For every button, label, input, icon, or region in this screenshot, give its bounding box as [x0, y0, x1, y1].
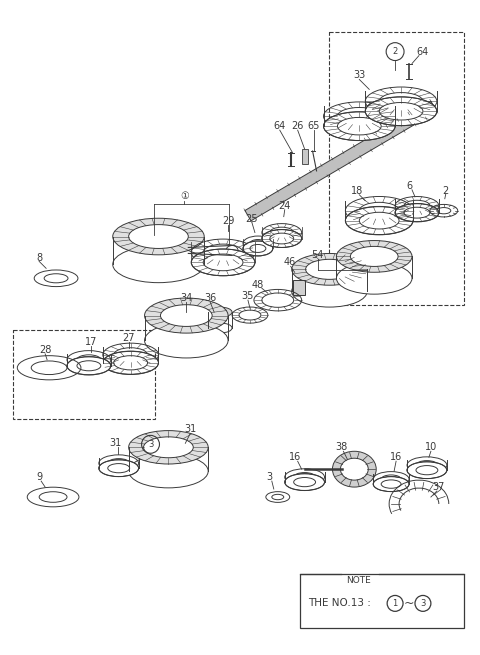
Ellipse shape	[160, 305, 212, 326]
Text: 10: 10	[425, 442, 437, 453]
Text: 64: 64	[417, 47, 429, 56]
Text: 29: 29	[222, 215, 234, 225]
Ellipse shape	[346, 207, 413, 234]
Ellipse shape	[395, 204, 439, 221]
Ellipse shape	[113, 246, 204, 283]
Text: 1: 1	[393, 599, 398, 608]
Polygon shape	[245, 101, 437, 221]
Ellipse shape	[340, 458, 368, 480]
Text: 31: 31	[184, 424, 196, 434]
Ellipse shape	[262, 229, 301, 248]
Text: 48: 48	[252, 280, 264, 290]
Ellipse shape	[226, 246, 238, 255]
Text: 36: 36	[204, 293, 216, 303]
Ellipse shape	[192, 249, 255, 276]
Text: 46: 46	[284, 257, 296, 267]
Ellipse shape	[336, 263, 412, 294]
Ellipse shape	[208, 307, 232, 317]
Polygon shape	[293, 280, 305, 295]
Text: 28: 28	[39, 345, 51, 355]
Ellipse shape	[365, 97, 437, 126]
Text: 2: 2	[393, 47, 398, 56]
Ellipse shape	[243, 241, 273, 256]
Ellipse shape	[103, 351, 158, 374]
Text: 31: 31	[109, 438, 122, 448]
Text: 54: 54	[312, 250, 324, 261]
Ellipse shape	[407, 462, 447, 479]
Text: 65: 65	[307, 121, 320, 131]
Text: 17: 17	[84, 337, 97, 347]
Ellipse shape	[99, 460, 139, 477]
Ellipse shape	[373, 477, 409, 491]
Ellipse shape	[324, 112, 395, 141]
Text: 3: 3	[420, 599, 426, 608]
Text: NOTE: NOTE	[347, 576, 371, 584]
Text: 3: 3	[148, 440, 153, 449]
Text: 64: 64	[274, 121, 286, 131]
Text: 6: 6	[406, 181, 412, 191]
Text: 27: 27	[122, 333, 135, 343]
Text: 9: 9	[36, 472, 42, 482]
Text: 25: 25	[246, 214, 258, 223]
Text: 24: 24	[278, 200, 291, 211]
Text: ~: ~	[404, 597, 414, 610]
Ellipse shape	[333, 451, 376, 487]
Ellipse shape	[129, 225, 188, 248]
Ellipse shape	[129, 430, 208, 464]
Text: 33: 33	[353, 71, 365, 81]
Ellipse shape	[336, 240, 412, 272]
Ellipse shape	[285, 474, 324, 491]
Ellipse shape	[144, 298, 228, 333]
Ellipse shape	[292, 253, 367, 285]
Text: 16: 16	[288, 452, 301, 462]
Text: THE NO.13 :: THE NO.13 :	[308, 599, 374, 608]
Ellipse shape	[292, 275, 367, 307]
Ellipse shape	[306, 259, 353, 280]
Text: 38: 38	[336, 442, 348, 453]
Ellipse shape	[67, 357, 111, 375]
Text: 18: 18	[351, 186, 363, 196]
Text: 35: 35	[242, 291, 254, 301]
Text: ①: ①	[180, 191, 189, 201]
Text: 3: 3	[267, 472, 273, 482]
Text: 34: 34	[180, 293, 192, 303]
Bar	[300, 574, 464, 628]
Ellipse shape	[350, 246, 398, 267]
Ellipse shape	[129, 455, 208, 488]
Text: 16: 16	[390, 452, 402, 462]
Text: 2: 2	[443, 186, 449, 196]
Polygon shape	[301, 149, 308, 164]
Ellipse shape	[113, 218, 204, 255]
Text: 8: 8	[36, 253, 42, 263]
Ellipse shape	[208, 323, 232, 333]
Text: 37: 37	[432, 482, 445, 492]
Text: 26: 26	[291, 121, 304, 131]
Ellipse shape	[144, 437, 193, 458]
Ellipse shape	[144, 323, 228, 358]
